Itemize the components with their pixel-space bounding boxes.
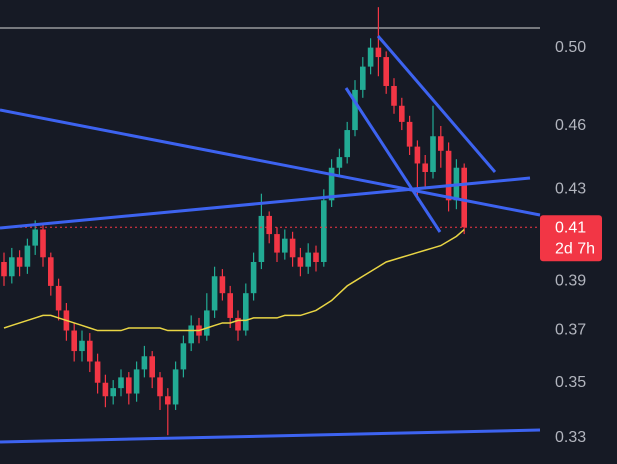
candle-body xyxy=(79,340,85,352)
candle-body xyxy=(165,396,171,405)
candle-body xyxy=(383,57,389,86)
candle-body xyxy=(87,340,93,362)
candle-body xyxy=(235,317,241,331)
y-tick-label: 0.43 xyxy=(555,181,586,198)
candle-body xyxy=(305,252,311,267)
price-label-box xyxy=(540,215,602,262)
candle-body xyxy=(250,261,257,294)
candle-body xyxy=(367,47,374,67)
candle-body xyxy=(55,285,62,311)
candle-body xyxy=(282,238,288,253)
candle-body xyxy=(391,85,397,106)
candle-body xyxy=(375,47,382,58)
candle-body xyxy=(344,130,350,158)
candle-body xyxy=(204,310,210,336)
candle-body xyxy=(266,215,272,235)
candle-body xyxy=(352,89,358,131)
candle-body xyxy=(32,229,38,246)
candle-body xyxy=(297,257,304,267)
trend-line xyxy=(0,176,531,230)
candle-body xyxy=(16,257,23,267)
candle-body xyxy=(1,261,7,277)
price-label: 0.41 xyxy=(555,219,586,236)
candle-body xyxy=(289,238,296,258)
candle-body xyxy=(313,252,319,262)
candle-body xyxy=(243,293,249,331)
candle-body xyxy=(40,229,46,258)
y-tick-label: 0.33 xyxy=(555,429,586,446)
candle-body xyxy=(133,369,140,394)
candle-body xyxy=(414,146,421,164)
candle-body xyxy=(157,377,163,397)
candle-body xyxy=(188,325,194,344)
candle-body xyxy=(336,157,343,168)
moving-average xyxy=(3,228,465,332)
trend-line xyxy=(0,108,541,217)
candle-body xyxy=(149,356,155,378)
plot xyxy=(0,7,540,436)
candle-body xyxy=(445,150,452,201)
candle-body xyxy=(219,276,226,294)
candle-body xyxy=(126,377,132,394)
candle-body xyxy=(461,167,467,228)
candle-body xyxy=(211,276,218,311)
candle-body xyxy=(71,330,77,352)
countdown: 2d 7h xyxy=(555,240,595,257)
trend-line xyxy=(344,87,442,233)
trend-line xyxy=(376,35,497,173)
candle-body xyxy=(118,377,124,389)
candle-body xyxy=(94,361,101,383)
candle-body xyxy=(360,66,366,90)
y-tick-label: 0.46 xyxy=(555,117,586,134)
candle-body xyxy=(406,121,413,147)
candle-body xyxy=(24,245,31,267)
candle-body xyxy=(258,215,265,262)
y-tick-label: 0.35 xyxy=(555,374,586,391)
trend-line xyxy=(0,428,541,444)
y-tick-label: 0.37 xyxy=(555,322,586,339)
candle-body xyxy=(422,163,428,173)
candle-body xyxy=(227,293,233,318)
candle-body xyxy=(141,356,148,370)
candle-body xyxy=(321,200,327,262)
candle-body xyxy=(438,136,444,151)
candle-body xyxy=(328,167,335,201)
candle-body xyxy=(274,234,280,253)
candle-body xyxy=(172,369,179,405)
candle-body xyxy=(48,257,54,286)
candle-body xyxy=(102,382,109,397)
candle-body xyxy=(430,136,436,173)
y-tick-label: 0.50 xyxy=(555,39,586,56)
y-tick-label: 0.39 xyxy=(555,272,586,289)
candle-body xyxy=(110,388,116,397)
candle-body xyxy=(180,343,187,370)
candle-body xyxy=(399,105,405,122)
candle-body xyxy=(9,257,15,277)
